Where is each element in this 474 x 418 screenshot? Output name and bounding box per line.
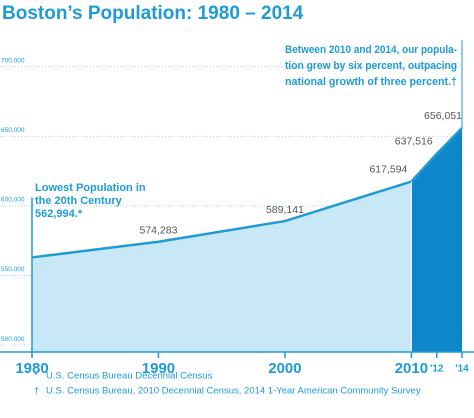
line	[31, 127, 463, 259]
x-tick-label: '12	[430, 364, 444, 375]
value-label: 589,141	[266, 204, 304, 216]
annotation: national growth of three percent.†	[285, 76, 457, 88]
x-tick-label: 1990	[142, 360, 175, 377]
area	[411, 128, 462, 352]
y-tick-label: 550,000	[1, 266, 25, 273]
y-tick-label: 500,000	[1, 336, 25, 343]
x-tick-label: 2000	[268, 360, 301, 377]
value-label: 637,516	[395, 136, 433, 148]
footnote-mark: *	[34, 371, 38, 382]
x-tick-label: 2010	[395, 360, 428, 377]
y-tick-label: 600,000	[1, 197, 25, 204]
chart-title: Boston’s Population: 1980 – 2014	[2, 3, 304, 24]
value-label: 562,994.*	[35, 208, 83, 220]
footnote-mark: †	[34, 386, 39, 397]
y-tick-label: 650,000	[1, 127, 25, 134]
value-label: 574,283	[139, 225, 177, 237]
value-label: 656,051	[424, 110, 462, 122]
x-tick-label: 1980	[15, 360, 48, 377]
footnote: U.S. Census Bureau, 2010 Decennial Censu…	[46, 386, 421, 397]
x-tick-label: '14	[455, 364, 469, 375]
annotation: the 20th Century	[35, 195, 123, 207]
annotation: Between 2010 and 2014, our popula-	[285, 44, 457, 56]
value-label: 617,594	[369, 163, 407, 175]
annotation: tion grew by six percent, outpacing	[285, 60, 457, 72]
annotation: Lowest Population in	[35, 182, 146, 194]
area	[32, 181, 412, 352]
y-tick-label: 700,000	[1, 58, 25, 65]
footnote: U.S. Census Bureau Decennial Census	[46, 371, 213, 382]
